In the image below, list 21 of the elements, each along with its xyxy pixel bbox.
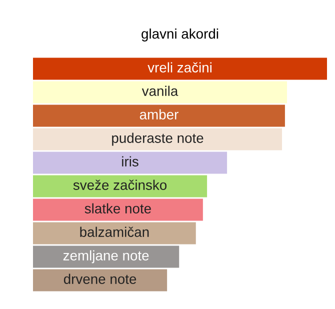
y-tick-label: amber (140, 109, 178, 120)
y-tick-label: drvene note (64, 274, 136, 284)
y-tick-label: vreli začini (148, 62, 212, 72)
bar (33, 81, 288, 104)
bar (33, 175, 208, 198)
y-tick-label: sveže začinsko (73, 180, 167, 190)
y-tick-label: slatke note (84, 203, 151, 214)
bar (33, 222, 196, 244)
bar (33, 246, 180, 268)
bar (33, 269, 168, 292)
chart-title: glavni akordi (142, 28, 218, 42)
y-tick-label: vanila (142, 86, 178, 96)
bar (33, 198, 203, 221)
bar (33, 152, 228, 174)
y-tick-label: iris (122, 156, 138, 166)
bar (33, 58, 327, 80)
y-tick-label: zemljane note (63, 250, 149, 264)
bar (33, 104, 285, 127)
y-tick-label: balzamičan (80, 226, 149, 237)
y-tick-label: puderaste note (112, 132, 204, 146)
bar (33, 128, 282, 150)
